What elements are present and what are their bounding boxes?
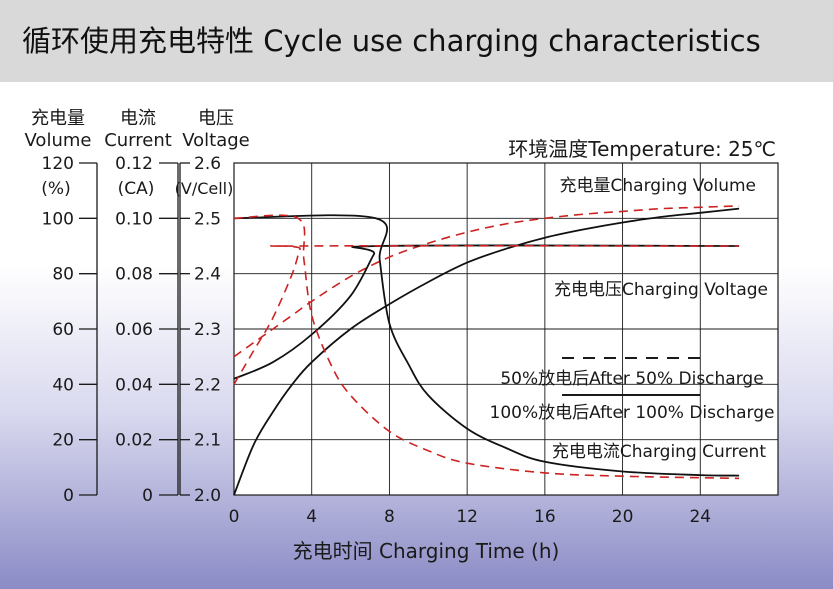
x-tick-label-12: 12 <box>456 507 478 527</box>
current-tick-label: 0.10 <box>115 209 153 229</box>
current-axis-unit: (CA) <box>118 179 155 199</box>
current-tick-label: 0.02 <box>115 431 153 451</box>
temperature-label: 环境温度Temperature: 25℃ <box>508 137 776 161</box>
voltage-curve-label: 充电电压Charging Voltage <box>554 280 768 300</box>
voltage-tick-label: 2.0 <box>194 486 221 506</box>
volume-axis-title-cn: 充电量 <box>31 108 85 129</box>
volume-tick-label: 20 <box>52 431 74 451</box>
voltage-tick-label: 2.6 <box>194 154 221 174</box>
volume-tick-label: 100 <box>42 209 74 229</box>
voltage-tick-label: 2.3 <box>194 320 221 340</box>
x-tick-label-24: 24 <box>689 507 711 527</box>
legend-50-label: 50%放电后After 50% Discharge <box>500 369 763 389</box>
page-title: 循环使用充电特性 Cycle use charging characterist… <box>22 24 761 58</box>
title-band: 循环使用充电特性 Cycle use charging characterist… <box>0 0 833 82</box>
series-line-0 <box>233 207 740 496</box>
x-tick-label-0: 0 <box>229 507 240 527</box>
curves <box>233 205 740 496</box>
x-tick-label-16: 16 <box>534 507 556 527</box>
voltage-axis-unit: (V/Cell) <box>175 179 234 198</box>
x-tick-label-20: 20 <box>612 507 634 527</box>
y-axis-ticks: 0 20 40 60 80 100 120 0 0.02 0.04 0.06 0.08 0.10 0.12… <box>42 154 222 506</box>
series-line-4 <box>233 214 740 477</box>
current-tick-label: 0 <box>142 486 153 506</box>
volume-tick-label: 0 <box>63 486 74 506</box>
x-tick-label-8: 8 <box>384 507 395 527</box>
voltage-axis-title-en: Voltage <box>182 130 250 151</box>
current-tick-label: 0.08 <box>115 265 153 285</box>
volume-axis-unit: (%) <box>41 179 70 199</box>
volume-axis-title-en: Volume <box>25 130 92 151</box>
voltage-tick-label: 2.4 <box>194 265 221 285</box>
volume-tick-label: 120 <box>42 154 74 174</box>
volume-tick-label: 40 <box>52 375 74 395</box>
series-line-3 <box>233 244 740 385</box>
voltage-tick-label: 2.1 <box>194 431 221 451</box>
series-line-5 <box>233 214 740 480</box>
x-axis-ticks: 0 4 8 12 16 20 24 <box>229 507 712 527</box>
volume-tick-label: 80 <box>52 265 74 285</box>
voltage-axis-title-cn: 电压 <box>198 108 234 129</box>
current-axis-title-en: Current <box>104 130 172 151</box>
voltage-tick-label: 2.2 <box>194 375 221 395</box>
x-tick-label-4: 4 <box>306 507 317 527</box>
legend-100-label: 100%放电后After 100% Discharge <box>490 403 775 423</box>
current-axis-title-cn: 电流 <box>120 108 156 129</box>
current-curve-label: 充电电流Charging Current <box>552 442 766 462</box>
series-line-1 <box>233 205 740 358</box>
current-tick-label: 0.04 <box>115 375 153 395</box>
current-tick-label: 0.12 <box>115 154 153 174</box>
volume-tick-label: 60 <box>52 320 74 340</box>
x-axis-label: 充电时间 Charging Time (h) <box>293 539 560 563</box>
voltage-tick-label: 2.5 <box>194 209 221 229</box>
volume-curve-label: 充电量Charging Volume <box>560 176 756 196</box>
current-tick-label: 0.06 <box>115 320 153 340</box>
